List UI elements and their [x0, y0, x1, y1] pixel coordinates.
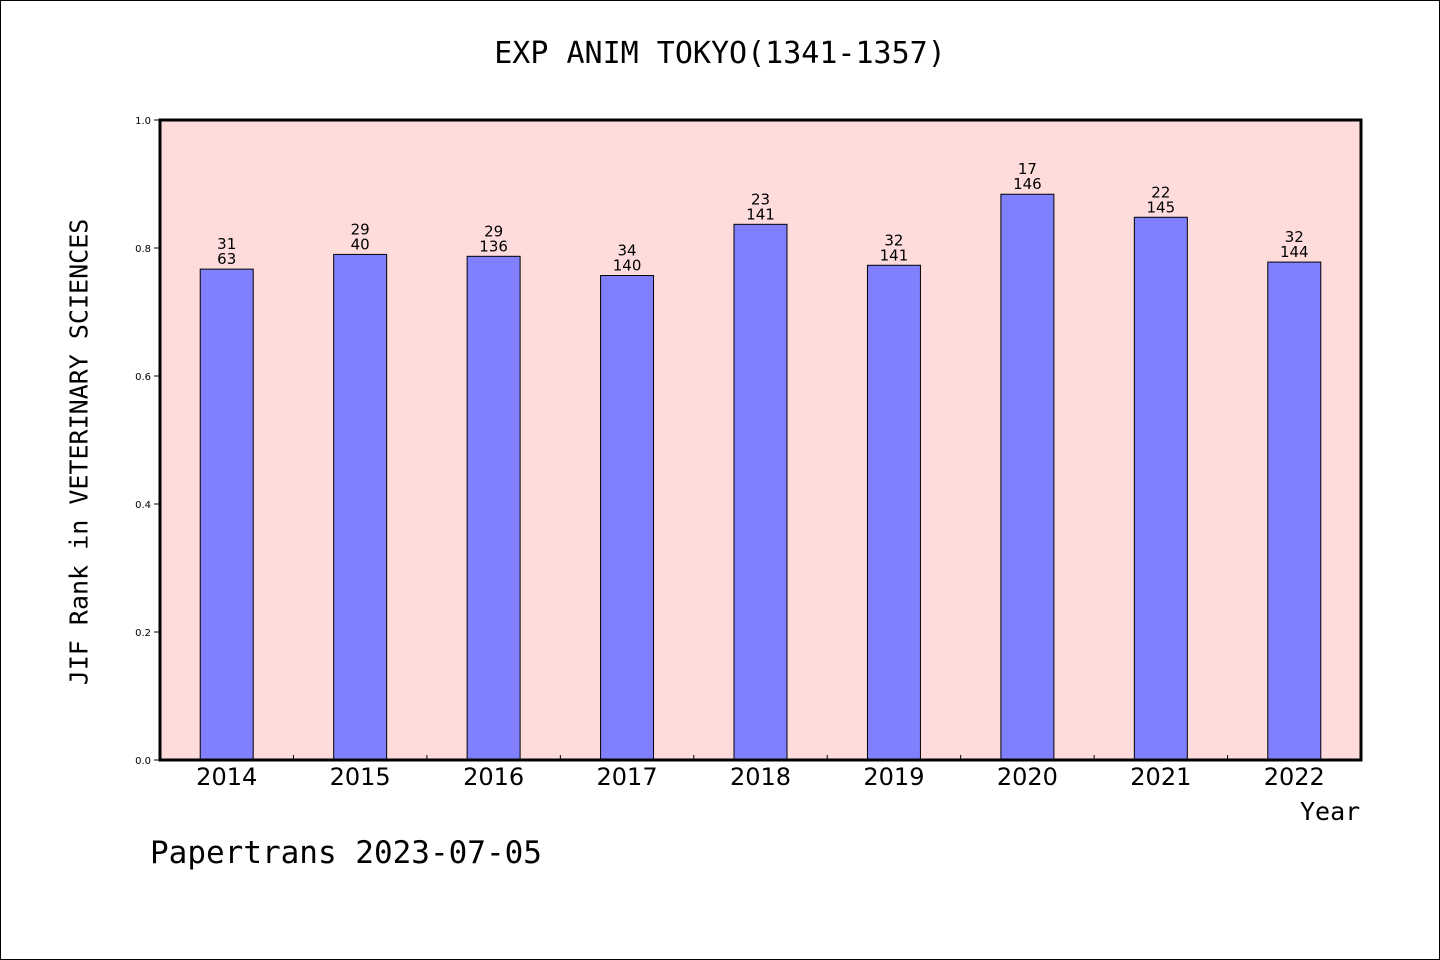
y-tick-label: 0.8: [135, 244, 151, 255]
chart-title: EXP ANIM TOKYO(1341-1357): [494, 36, 946, 71]
x-tick-label: 2021: [1130, 763, 1191, 791]
data-label-total: 141: [746, 205, 775, 223]
y-tick-label: 1.0: [135, 116, 151, 127]
bar[interactable]: [333, 253, 388, 761]
x-tick-label: 2015: [330, 763, 391, 791]
bar[interactable]: [866, 264, 921, 761]
data-label-total: 136: [479, 237, 508, 255]
data-label-total: 145: [1147, 198, 1176, 216]
x-tick-label: 2020: [997, 763, 1058, 791]
data-label-total: 40: [351, 235, 370, 253]
data-label-total: 63: [217, 250, 236, 268]
data-label-rank: 29: [351, 220, 370, 238]
data-label-total: 140: [613, 257, 642, 275]
x-tick-label: 2017: [597, 763, 658, 791]
data-label-rank: 29: [484, 222, 503, 240]
x-tick-label: 2022: [1264, 763, 1325, 791]
bar[interactable]: [466, 255, 521, 761]
x-tick-label: 2019: [863, 763, 924, 791]
data-label-total: 144: [1280, 243, 1309, 261]
bar[interactable]: [600, 275, 655, 761]
data-label-rank: 34: [618, 242, 637, 260]
y-tick-label: 0.2: [135, 628, 151, 639]
data-label-total: 141: [880, 246, 909, 264]
x-tick-label: 2014: [196, 763, 257, 791]
y-axis-title: JIF Rank in VETERINARY SCIENCES: [64, 218, 94, 686]
bar[interactable]: [733, 223, 788, 761]
plot-border: [158, 118, 1363, 762]
x-tick-label: 2016: [463, 763, 524, 791]
data-label-rank: 23: [751, 190, 770, 208]
data-label-rank: 17: [1018, 160, 1037, 178]
bar[interactable]: [1133, 216, 1188, 761]
x-axis-title: Year: [1300, 797, 1361, 826]
bar[interactable]: [1267, 261, 1322, 761]
y-tick-label: 0.6: [135, 372, 151, 383]
y-tick-label: 0.0: [135, 756, 151, 767]
footer-note: Papertrans 2023-07-05: [150, 835, 542, 871]
data-label-rank: 32: [884, 231, 903, 249]
bar[interactable]: [199, 268, 254, 761]
x-tick-label: 2018: [730, 763, 791, 791]
data-label-rank: 31: [217, 235, 236, 253]
y-tick-label: 0.4: [135, 500, 151, 511]
data-label-total: 146: [1013, 175, 1042, 193]
bar[interactable]: [1000, 193, 1055, 761]
data-label-rank: 22: [1151, 183, 1170, 201]
data-label-rank: 32: [1285, 228, 1304, 246]
